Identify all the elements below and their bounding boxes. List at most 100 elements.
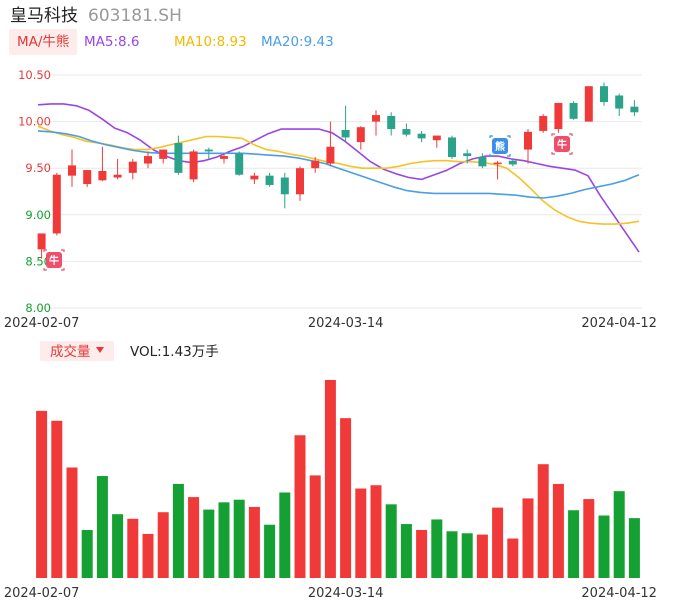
candle-body xyxy=(372,115,380,122)
x-tick-label: 2024-02-07 xyxy=(4,586,80,601)
bull-badge-2[interactable]: 牛 xyxy=(551,133,573,155)
volume-bar xyxy=(157,512,169,578)
volume-bar xyxy=(507,538,519,578)
candle xyxy=(113,158,122,180)
candle xyxy=(159,149,168,164)
candle xyxy=(52,172,61,236)
candle xyxy=(144,151,152,169)
volume-bar xyxy=(96,476,108,578)
candle-body xyxy=(52,174,61,234)
volume-bar xyxy=(172,483,184,578)
volume-toggle-bg[interactable] xyxy=(40,341,114,361)
volume-bar xyxy=(613,491,625,578)
candle-body xyxy=(554,102,563,130)
bull-badge-1[interactable]: 牛 xyxy=(43,249,65,271)
ma20-line xyxy=(37,130,640,199)
volume-bar xyxy=(340,418,352,578)
candle-body xyxy=(463,153,472,157)
candle xyxy=(326,121,335,167)
volume-bar xyxy=(218,502,230,578)
candle-body xyxy=(417,133,426,139)
candle-body xyxy=(508,160,517,165)
x-tick-label: 2024-03-14 xyxy=(308,316,384,331)
candle-body xyxy=(432,135,441,141)
volume-x-axis: 2024-02-07 2024-03-14 2024-04-12 xyxy=(4,586,657,601)
volume-bar xyxy=(324,380,336,578)
ma-toggle-bg[interactable] xyxy=(9,29,77,55)
candle-body xyxy=(326,146,335,164)
volume-bar-series xyxy=(36,380,640,578)
volume-bar xyxy=(51,420,63,578)
dropdown-caret-icon[interactable] xyxy=(96,347,104,353)
candle-body xyxy=(311,160,320,169)
ma5-legend: MA5:8.6 xyxy=(84,34,140,50)
candle xyxy=(174,135,183,175)
candle-body xyxy=(68,165,76,176)
svg-text:牛: 牛 xyxy=(49,254,59,267)
x-tick-label: 2024-04-12 xyxy=(581,586,657,601)
volume-bar xyxy=(461,533,473,578)
ma-toggle-button[interactable]: MA/牛熊 xyxy=(17,34,69,50)
candle xyxy=(417,130,426,143)
candle-body xyxy=(159,149,168,159)
candle-body xyxy=(128,161,137,173)
candle xyxy=(204,147,213,159)
volume-bar xyxy=(355,488,367,578)
candle xyxy=(615,93,624,117)
candle xyxy=(265,172,274,187)
candle-body xyxy=(341,129,350,138)
stock-code: 603181.SH xyxy=(88,6,182,26)
candle xyxy=(448,135,456,159)
candle xyxy=(341,105,350,143)
volume-bar xyxy=(385,504,397,578)
moving-average-lines xyxy=(37,103,640,253)
candle xyxy=(387,112,396,136)
candle-body xyxy=(569,102,578,119)
candle-body xyxy=(402,129,411,135)
candle xyxy=(83,170,92,187)
candle xyxy=(296,166,304,201)
candle xyxy=(539,114,548,133)
price-y-axis: 10.50 10.00 9.50 9.00 8.50 8.00 xyxy=(18,68,51,315)
ma10-line xyxy=(37,125,640,225)
x-tick-label: 2024-03-14 xyxy=(308,586,384,601)
volume-toggle-button[interactable]: 成交量 xyxy=(50,343,91,360)
volume-value-label: VOL:1.43万手 xyxy=(130,344,219,360)
candle-body xyxy=(387,116,396,130)
volume-bar xyxy=(233,499,245,578)
volume-bar xyxy=(248,506,260,578)
volume-bar xyxy=(279,492,291,578)
volume-bar xyxy=(142,533,154,578)
candle xyxy=(98,146,107,182)
candle xyxy=(584,86,593,122)
volume-bar xyxy=(583,499,595,578)
y-tick-label: 9.00 xyxy=(25,208,51,222)
volume-bar xyxy=(628,518,640,578)
candle-body xyxy=(37,233,46,250)
volume-bar xyxy=(400,524,412,578)
candlestick-series xyxy=(37,82,639,259)
candle xyxy=(280,172,289,209)
candle-body xyxy=(478,157,487,167)
candle-body xyxy=(250,175,259,180)
candle xyxy=(402,123,411,137)
candle xyxy=(524,129,532,164)
volume-bar xyxy=(81,529,93,578)
volume-bar xyxy=(112,514,124,578)
x-tick-label: 2024-02-07 xyxy=(4,316,80,331)
volume-bar xyxy=(416,529,428,578)
ma20-legend: MA20:9.43 xyxy=(261,34,334,50)
candle-body xyxy=(113,174,122,178)
candle xyxy=(311,157,320,173)
candle-body xyxy=(220,156,228,159)
volume-bar xyxy=(188,497,200,578)
candle xyxy=(235,151,244,176)
candle xyxy=(128,158,137,180)
y-tick-label: 8.50 xyxy=(25,254,51,268)
candle xyxy=(478,153,487,169)
candle-body xyxy=(524,131,532,150)
candle xyxy=(630,100,639,117)
bear-badge[interactable]: 熊 xyxy=(489,135,511,157)
candle-body xyxy=(600,86,608,103)
